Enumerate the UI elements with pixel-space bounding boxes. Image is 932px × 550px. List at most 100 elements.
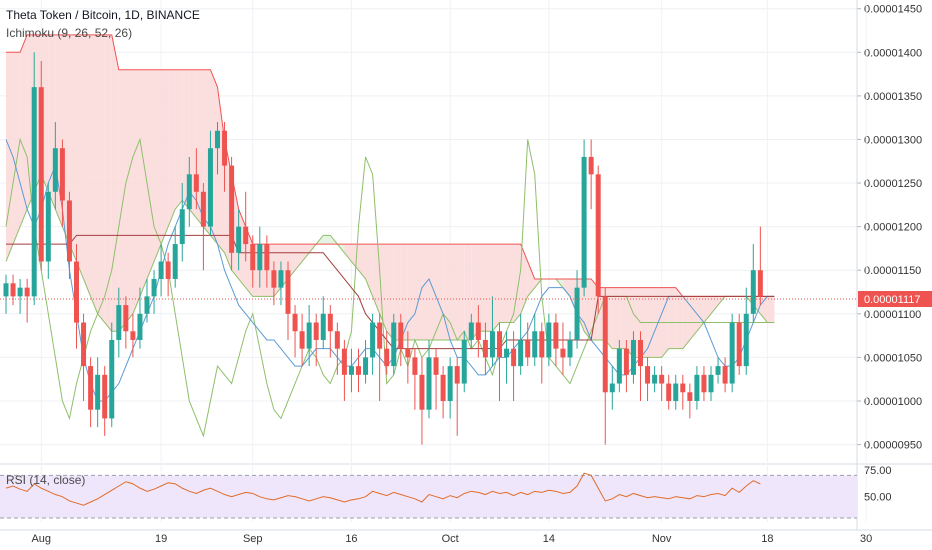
kijun-sen-line [6, 234, 775, 350]
ichimoku-cloud-segment [421, 244, 429, 340]
candle-body [405, 348, 411, 358]
candle-body [207, 148, 213, 227]
candle-body [151, 278, 157, 297]
ichimoku-cloud-segment [386, 244, 394, 340]
ichimoku-cloud-segment [407, 244, 415, 340]
candle-body [630, 339, 636, 375]
time-tick-label: Sep [243, 533, 263, 545]
candle-body [348, 366, 354, 375]
candle-body [652, 374, 658, 384]
candle-body [525, 339, 531, 358]
candle-body [10, 283, 16, 297]
candle-body [398, 322, 404, 349]
candle-body [715, 366, 721, 375]
candle-body [475, 322, 481, 340]
ichimoku-cloud-segment [379, 244, 387, 332]
candle-body [179, 209, 185, 245]
candle-body [306, 322, 312, 349]
ichimoku-cloud-segment [429, 244, 437, 340]
candle-body [595, 174, 601, 297]
ichimoku-cloud-segment [513, 244, 521, 323]
candle-body [616, 348, 622, 384]
candle-body [673, 383, 679, 401]
candle-body [426, 357, 432, 410]
candle-body [222, 130, 228, 166]
ichimoku-cloud-segment [20, 34, 28, 227]
candle-body [292, 313, 298, 332]
price-tick-label: 0.00001300 [864, 134, 922, 146]
chikou-span-line [5, 137, 775, 438]
candle-body [137, 313, 143, 340]
price-tick-label: 0.00001000 [864, 396, 922, 408]
ichimoku-cloud-segment [400, 244, 408, 340]
candle-body [722, 366, 728, 384]
ichimoku-cloud-segment [13, 52, 21, 245]
candle-body [454, 366, 460, 384]
candle-body [384, 348, 390, 367]
candle-body [694, 374, 700, 401]
candle-body [320, 313, 326, 340]
candle-body [31, 87, 37, 297]
price-tick-label: 0.00001050 [864, 352, 922, 364]
rsi-legend: RSI (14, close) [6, 473, 86, 487]
candle-body [334, 331, 340, 349]
ichimoku-cloud-segment [6, 52, 14, 262]
candle-body [278, 270, 284, 288]
candle-body [123, 305, 129, 332]
candle-body [363, 357, 369, 375]
candle-body [511, 348, 517, 367]
candle-body [581, 156, 587, 288]
candle-body [666, 383, 672, 401]
ichimoku-cloud-segment [111, 34, 119, 332]
candle-body [468, 322, 474, 340]
rsi-band [0, 475, 857, 518]
ichimoku-cloud-segment [139, 69, 147, 297]
ichimoku-cloud-segment [471, 244, 479, 340]
candle-body [236, 226, 242, 253]
ichimoku-cloud-segment [97, 34, 105, 323]
ichimoku-cloud-segment [118, 69, 126, 332]
candle-body [588, 156, 594, 175]
candle-body [215, 130, 220, 149]
candle-body [546, 322, 552, 358]
ichimoku-cloud-segment [83, 34, 91, 297]
candle-body [24, 287, 30, 297]
time-tick-label: Aug [31, 533, 51, 545]
senkou-span-b-line [6, 34, 775, 297]
candle-body [736, 322, 742, 367]
candle-body [461, 339, 467, 384]
candle-body [165, 261, 171, 279]
ichimoku-cloud-segment [527, 261, 535, 297]
ichimoku-cloud-segment [668, 287, 676, 349]
candle-body [186, 174, 192, 210]
candle-body [59, 148, 65, 201]
senkou-span-a-line [5, 173, 775, 358]
ichimoku-cloud-segment [168, 69, 176, 227]
candle-body [687, 392, 693, 401]
candle-body [3, 283, 9, 297]
price-tick-label: 0.00001350 [864, 91, 922, 103]
price-tick-label: 0.00001400 [864, 47, 922, 59]
ichimoku-cloud-segment [147, 69, 155, 279]
candle-body [285, 270, 291, 314]
ichimoku-cloud-segment [450, 244, 458, 340]
ichimoku-cloud-segment [499, 244, 507, 323]
ichimoku-cloud-segment [436, 244, 444, 340]
candle-body [532, 331, 538, 358]
last-price-tag [858, 290, 932, 307]
candle-body [440, 374, 446, 401]
candle-body [172, 244, 178, 279]
ichimoku-cloud-segment [520, 244, 528, 314]
candle-body [88, 366, 94, 410]
candle-body [567, 339, 573, 358]
ichimoku-cloud-segment [132, 69, 140, 314]
candle-body [680, 383, 686, 393]
rsi-tick-label: 50.00 [864, 492, 892, 504]
candle-body [638, 339, 643, 367]
candle-body [539, 331, 545, 358]
tenkan-sen-line [5, 139, 775, 402]
candle-body [609, 383, 615, 393]
ichimoku-cloud-segment [393, 244, 401, 340]
ichimoku-cloud-segment [464, 244, 472, 340]
